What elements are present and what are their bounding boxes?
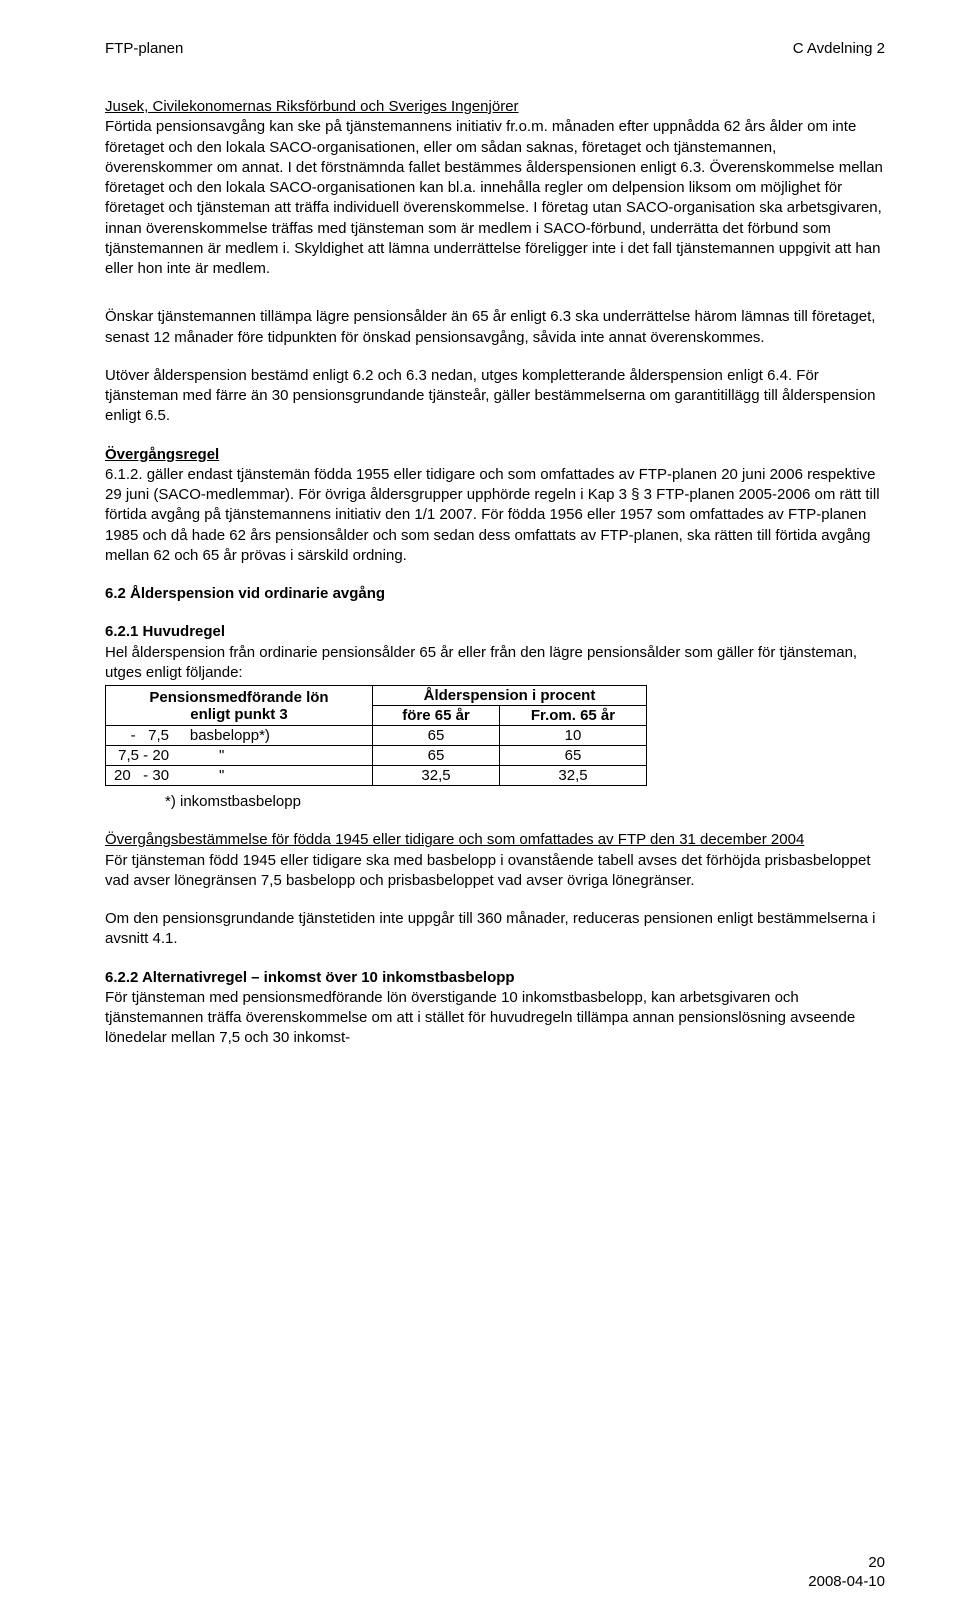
transition-rule-heading: Övergångsregel	[105, 446, 219, 463]
th-before-65: före 65 år	[373, 706, 500, 726]
cell-label: 20 - 30 "	[106, 766, 373, 786]
paragraph-6-2-1: Hel ålderspension från ordinarie pension…	[105, 643, 885, 684]
table-row: 20 - 30 " 32,5 32,5	[106, 766, 647, 786]
page-header: FTP-planen C Avdelning 2	[105, 40, 885, 57]
cell-from: 32,5	[500, 766, 647, 786]
transition-1945-heading: Övergångsbestämmelse för födda 1945 elle…	[105, 830, 885, 850]
cell-from: 10	[500, 726, 647, 746]
cell-label: 7,5 - 20 "	[106, 746, 373, 766]
cell-label: - 7,5 basbelopp*)	[106, 726, 373, 746]
cell-from: 65	[500, 746, 647, 766]
pension-table: Pensionsmedförande lön enligt punkt 3 Ål…	[105, 685, 647, 786]
paragraph-360: Om den pensionsgrundande tjänstetiden in…	[105, 909, 885, 950]
th-from-65: Fr.om. 65 år	[500, 706, 647, 726]
cell-before: 32,5	[373, 766, 500, 786]
paragraph-2: Önskar tjänstemannen tillämpa lägre pens…	[105, 307, 885, 348]
paragraph-6-2-2: För tjänsteman med pensionsmedförande lö…	[105, 988, 885, 1049]
document-page: FTP-planen C Avdelning 2 Jusek, Civileko…	[0, 0, 960, 1620]
header-left: FTP-planen	[105, 40, 183, 57]
transition-1945-body: För tjänsteman född 1945 eller tidigare …	[105, 851, 885, 892]
intro-line: Jusek, Civilekonomernas Riksförbund och …	[105, 97, 885, 117]
page-number: 20	[808, 1554, 885, 1571]
section-6-2-heading: 6.2 Ålderspension vid ordinarie avgång	[105, 584, 885, 604]
th-col2: Ålderspension i procent	[373, 686, 647, 706]
footer-date: 2008-04-10	[808, 1573, 885, 1590]
cell-before: 65	[373, 746, 500, 766]
table-row: 7,5 - 20 " 65 65	[106, 746, 647, 766]
table-row: - 7,5 basbelopp*) 65 10	[106, 726, 647, 746]
paragraph-1: Förtida pensionsavgång kan ske på tjänst…	[105, 117, 885, 279]
transition-rule-body: 6.1.2. gäller endast tjänstemän födda 19…	[105, 465, 885, 566]
th-col1-line2: enligt punkt 3	[190, 706, 288, 723]
section-6-2-1-heading: 6.2.1 Huvudregel	[105, 622, 885, 642]
paragraph-3: Utöver ålderspension bestämd enligt 6.2 …	[105, 366, 885, 427]
th-col1-line1: Pensionsmedförande lön	[149, 689, 328, 706]
table-footnote: *) inkomstbasbelopp	[165, 792, 885, 812]
page-footer: 20 2008-04-10	[808, 1554, 885, 1590]
section-6-2-2-heading: 6.2.2 Alternativregel – inkomst över 10 …	[105, 968, 885, 988]
cell-before: 65	[373, 726, 500, 746]
header-right: C Avdelning 2	[793, 40, 885, 57]
